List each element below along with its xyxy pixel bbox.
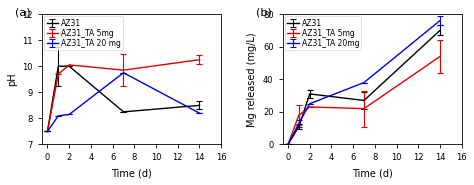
Text: (a): (a): [15, 8, 31, 18]
Y-axis label: pH: pH: [7, 73, 17, 86]
Legend: AZ31, AZ31_TA 5mg, AZ31_TA 20mg: AZ31, AZ31_TA 5mg, AZ31_TA 20mg: [285, 16, 362, 50]
Y-axis label: Mg released (mg/L): Mg released (mg/L): [247, 32, 257, 127]
X-axis label: Time (d): Time (d): [111, 168, 152, 178]
Text: (b): (b): [255, 8, 272, 18]
Legend: AZ31, AZ31_TA 5mg, AZ31_TA 20 mg: AZ31, AZ31_TA 5mg, AZ31_TA 20 mg: [45, 16, 123, 50]
X-axis label: Time (d): Time (d): [352, 168, 392, 178]
